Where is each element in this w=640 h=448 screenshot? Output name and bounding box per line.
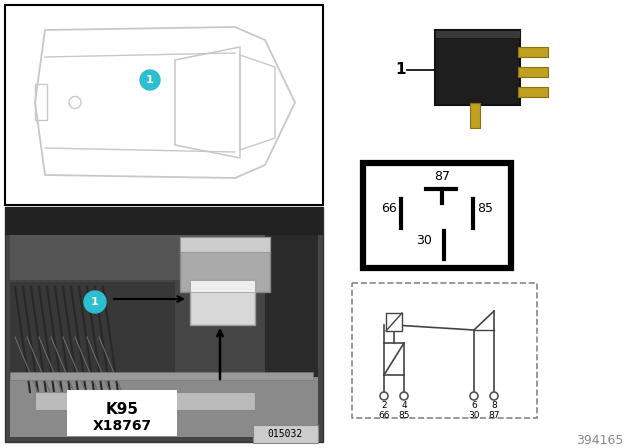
Bar: [5, 207, 323, 235]
Bar: [384, 343, 404, 375]
Text: 015032: 015032: [268, 429, 303, 439]
Text: 8: 8: [491, 401, 497, 410]
Text: 1: 1: [395, 63, 406, 78]
Text: 30: 30: [416, 234, 432, 247]
Bar: [518, 87, 548, 97]
Bar: [10, 282, 175, 392]
Bar: [518, 67, 548, 77]
Bar: [35, 392, 255, 410]
Bar: [67, 390, 177, 436]
Bar: [5, 5, 323, 205]
Bar: [518, 47, 548, 57]
Bar: [363, 163, 511, 268]
Text: 1: 1: [146, 75, 154, 85]
Bar: [180, 237, 270, 252]
Text: 66: 66: [381, 202, 397, 215]
Text: 87: 87: [488, 410, 500, 419]
Bar: [5, 207, 323, 442]
Bar: [265, 235, 318, 440]
Text: 66: 66: [378, 410, 390, 419]
Text: 4: 4: [401, 401, 407, 410]
Text: 85: 85: [477, 202, 493, 215]
Text: 1: 1: [91, 297, 99, 307]
Circle shape: [140, 70, 160, 90]
Text: K95: K95: [106, 401, 138, 417]
Circle shape: [84, 291, 106, 313]
Bar: [253, 425, 318, 443]
Text: 85: 85: [398, 410, 410, 419]
Text: 6: 6: [471, 401, 477, 410]
Bar: [470, 103, 480, 128]
Bar: [190, 280, 255, 292]
Bar: [10, 235, 318, 280]
Bar: [435, 30, 520, 105]
Bar: [190, 280, 255, 325]
Text: 30: 30: [468, 410, 480, 419]
Text: 2: 2: [381, 401, 387, 410]
Text: 394165: 394165: [576, 434, 624, 447]
Text: X18767: X18767: [92, 419, 152, 433]
Bar: [180, 237, 270, 292]
Bar: [435, 30, 520, 38]
Bar: [386, 313, 402, 331]
Bar: [10, 377, 318, 437]
Bar: [10, 372, 313, 380]
Text: 87: 87: [434, 171, 450, 184]
Bar: [352, 283, 537, 418]
